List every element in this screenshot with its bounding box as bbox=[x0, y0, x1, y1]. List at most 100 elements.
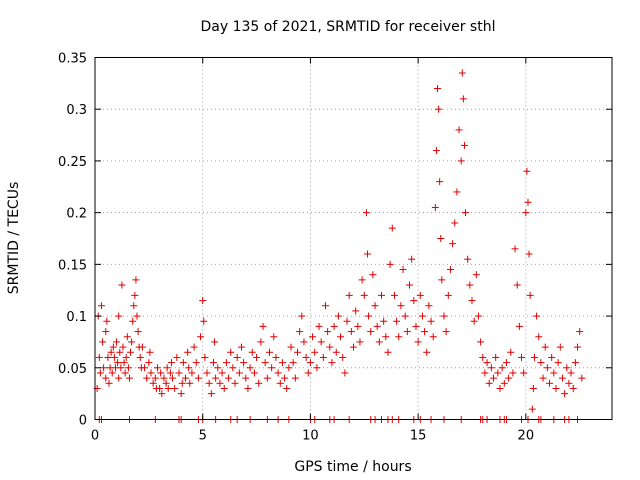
data-point bbox=[95, 353, 103, 361]
data-point bbox=[220, 384, 228, 392]
data-point bbox=[214, 364, 222, 372]
data-point bbox=[138, 343, 146, 351]
x-tick-label: 10 bbox=[302, 429, 319, 444]
data-point bbox=[414, 338, 422, 346]
data-point bbox=[530, 353, 538, 361]
data-point bbox=[114, 359, 122, 367]
data-points bbox=[93, 69, 586, 423]
data-point bbox=[490, 374, 498, 382]
y-tick-label: 0 bbox=[79, 414, 87, 429]
data-point bbox=[515, 322, 523, 330]
data-point bbox=[240, 359, 248, 367]
data-point bbox=[201, 353, 209, 361]
data-point bbox=[550, 369, 558, 377]
data-point bbox=[127, 348, 135, 356]
data-point bbox=[167, 359, 175, 367]
data-point bbox=[546, 379, 554, 387]
data-point bbox=[287, 343, 295, 351]
data-point bbox=[576, 328, 584, 336]
data-point bbox=[246, 364, 254, 372]
data-point bbox=[487, 364, 495, 372]
data-point bbox=[485, 379, 493, 387]
data-point bbox=[563, 364, 571, 372]
data-point bbox=[505, 374, 513, 382]
data-point bbox=[513, 281, 521, 289]
data-point bbox=[529, 384, 537, 392]
data-point bbox=[99, 338, 107, 346]
data-point bbox=[304, 369, 312, 377]
data-point bbox=[309, 333, 317, 341]
data-point bbox=[121, 369, 129, 377]
data-point bbox=[181, 374, 189, 382]
data-point bbox=[123, 333, 131, 341]
data-point bbox=[509, 369, 517, 377]
data-point bbox=[321, 302, 329, 310]
data-point bbox=[429, 333, 437, 341]
x-axis-label: GPS time / hours bbox=[294, 459, 411, 475]
data-point bbox=[133, 312, 141, 320]
data-point bbox=[145, 359, 153, 367]
data-point bbox=[143, 374, 151, 382]
data-point bbox=[431, 203, 439, 211]
data-point bbox=[347, 328, 355, 336]
data-point bbox=[108, 369, 116, 377]
data-point bbox=[227, 348, 235, 356]
data-point bbox=[390, 291, 398, 299]
y-tick-label: 0.35 bbox=[58, 52, 87, 67]
data-point bbox=[406, 281, 414, 289]
data-point bbox=[345, 291, 353, 299]
data-point bbox=[518, 353, 526, 361]
data-point bbox=[199, 297, 207, 305]
data-point bbox=[132, 276, 140, 284]
data-point bbox=[352, 307, 360, 315]
data-point bbox=[129, 317, 137, 325]
data-point bbox=[100, 364, 108, 372]
data-point bbox=[184, 348, 192, 356]
data-point bbox=[386, 260, 394, 268]
data-point bbox=[115, 374, 123, 382]
data-point bbox=[274, 369, 282, 377]
data-point bbox=[466, 281, 474, 289]
x-tick-label: 15 bbox=[410, 429, 427, 444]
data-point bbox=[222, 359, 230, 367]
data-point bbox=[528, 405, 536, 413]
y-tick-label: 0.05 bbox=[58, 362, 87, 377]
data-point bbox=[177, 390, 185, 398]
data-point bbox=[539, 374, 547, 382]
data-point bbox=[291, 374, 299, 382]
data-point bbox=[104, 353, 112, 361]
data-point bbox=[119, 343, 127, 351]
data-point bbox=[272, 353, 280, 361]
data-point bbox=[278, 359, 286, 367]
data-point bbox=[571, 359, 579, 367]
data-point bbox=[283, 384, 291, 392]
data-point bbox=[186, 379, 194, 387]
data-point bbox=[449, 240, 457, 248]
data-point bbox=[203, 369, 211, 377]
data-point bbox=[175, 369, 183, 377]
data-point bbox=[134, 328, 142, 336]
data-point bbox=[248, 348, 256, 356]
data-point bbox=[403, 328, 411, 336]
data-point bbox=[451, 219, 459, 227]
data-point bbox=[285, 364, 293, 372]
data-point bbox=[109, 343, 117, 351]
data-point bbox=[522, 209, 530, 217]
data-point bbox=[300, 338, 308, 346]
data-point bbox=[265, 348, 273, 356]
data-point bbox=[324, 328, 332, 336]
y-tick-label: 0.25 bbox=[58, 155, 87, 170]
data-point bbox=[334, 312, 342, 320]
data-point bbox=[160, 374, 168, 382]
data-point bbox=[356, 338, 364, 346]
data-point bbox=[462, 209, 470, 217]
data-point bbox=[556, 343, 564, 351]
data-point bbox=[263, 374, 271, 382]
data-point bbox=[163, 364, 171, 372]
data-point bbox=[302, 353, 310, 361]
data-point bbox=[408, 255, 416, 263]
y-axis-label: SRMTID / TECUs bbox=[6, 182, 22, 295]
data-point bbox=[124, 364, 132, 372]
data-point bbox=[149, 379, 157, 387]
